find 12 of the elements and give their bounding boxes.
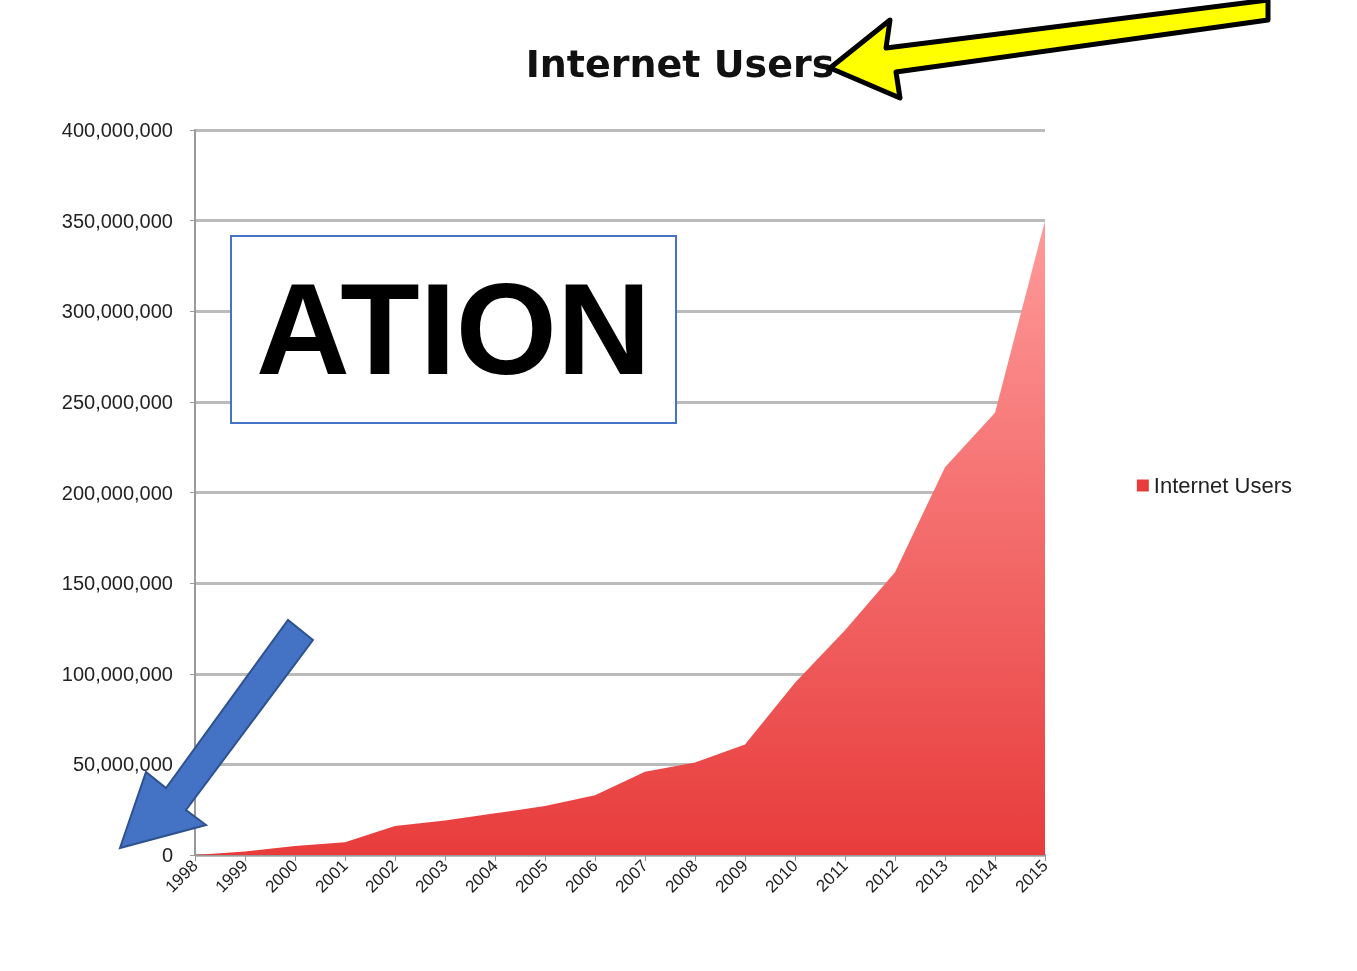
y-tick-label: 300,000,000 xyxy=(61,300,173,323)
annotation: ATION xyxy=(230,235,677,424)
y-tick-label: 150,000,000 xyxy=(61,572,173,595)
y-tick-label: 100,000,000 xyxy=(61,662,173,685)
y-tick-label: 400,000,000 xyxy=(61,119,173,141)
legend-label: Internet Users xyxy=(1153,473,1293,498)
y-tick-label: 50,000,000 xyxy=(72,753,173,776)
y-tick-label: 350,000,000 xyxy=(61,209,173,232)
y-tick-label: 0 xyxy=(161,844,173,866)
y-tick-label: 200,000,000 xyxy=(61,481,173,504)
chart-title: Internet Users xyxy=(525,42,835,86)
y-tick-label: 250,000,000 xyxy=(61,390,173,413)
